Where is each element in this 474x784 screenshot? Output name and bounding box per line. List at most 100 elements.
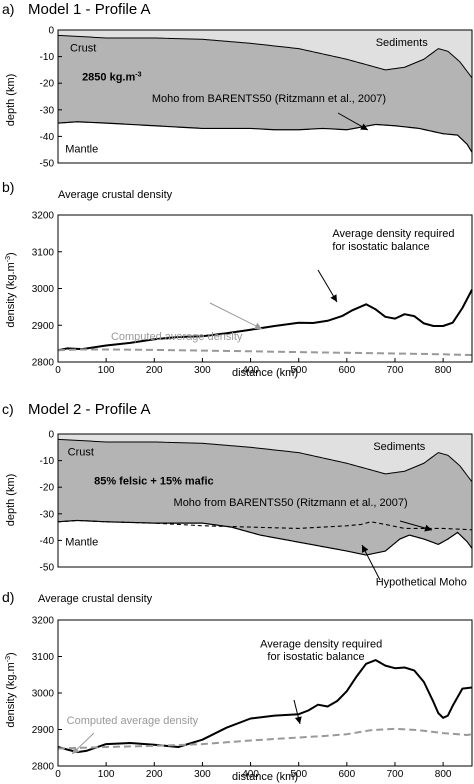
x-tick-label-d-2: 200 <box>146 769 163 780</box>
y-axis-label-b: density (kg.m-3) <box>5 252 17 327</box>
y-tick-label-c-3: -30 <box>40 509 55 520</box>
arrowhead-d-1 <box>72 746 80 754</box>
x-tick-label-d-4: 400 <box>242 769 259 780</box>
y-axis-label-a: depth (km) <box>5 74 17 127</box>
panel-d-density: d) Average crustal density density (kg.m… <box>2 589 473 783</box>
y-tick-label-a-2: -20 <box>40 79 55 90</box>
arrowhead-c-1 <box>362 545 369 553</box>
x-tick-label-b-0: 0 <box>55 365 61 376</box>
panel-title-b: Average crustal density <box>58 189 173 201</box>
y-label-sup-b: -3 <box>5 256 12 262</box>
y-tick-label-c-0: 0 <box>48 430 54 441</box>
plot-frame-a <box>57 29 473 164</box>
moho-reference-line <box>57 519 473 531</box>
panel-title-c: Model 2 - Profile A <box>28 401 151 418</box>
x-tick-label-b-6: 600 <box>338 365 355 376</box>
annotation-a-0: Sediments <box>376 37 428 49</box>
annotation-d-1: for isostatic balance <box>267 651 364 663</box>
y-axis-label-c: depth (km) <box>5 474 17 527</box>
x-tick-label-b-7: 700 <box>387 365 404 376</box>
annotation-c-2: 85% felsic + 15% mafic <box>94 476 214 488</box>
plot-frame-d <box>57 619 473 767</box>
x-tick-label-d-5: 500 <box>290 769 307 780</box>
panel-label-d: d) <box>2 589 14 605</box>
y-label-main-b: density (kg.m <box>5 262 17 327</box>
annotation-b-1: for isostatic balance <box>332 241 429 253</box>
moho-line <box>57 519 473 556</box>
x-tick-label-b-5: 500 <box>290 365 307 376</box>
panel-title-d: Average crustal density <box>38 593 153 605</box>
annotation-b-0: Average density required <box>332 228 454 240</box>
y-tick-label-c-2: -20 <box>40 483 55 494</box>
x-tick-label-d-6: 600 <box>338 769 355 780</box>
y-tick-label-a-3: -30 <box>40 105 55 116</box>
annotation-d-0: Average density required <box>260 638 382 650</box>
y-tick-label-c-4: -40 <box>40 536 55 547</box>
plot-area-a: Sediments Crust 2850 kg.m-3 Moho from BAREN… <box>40 26 473 170</box>
plot-frame-c <box>57 433 473 568</box>
annotation-c-1: Crust <box>68 446 94 458</box>
plot-area-c: Sediments Crust 85% felsic + 15% mafic Moho… <box>40 430 473 589</box>
y-tick-label-c-5: -50 <box>40 563 55 574</box>
annotation-a-1: Crust <box>70 42 96 54</box>
y-label-close-d: ) <box>5 652 17 656</box>
y-label-sup-d: -3 <box>5 656 12 662</box>
x-tick-label-b-8: 800 <box>435 365 452 376</box>
layer-crust <box>58 35 472 153</box>
basement-line <box>57 34 473 79</box>
annotation-c-5: Hypothetical Moho <box>376 577 467 589</box>
arrowhead-b-1 <box>254 322 262 329</box>
arrowhead-b-0 <box>330 294 337 302</box>
panel-label-b: b) <box>2 179 14 195</box>
annotation-c-4: Mantle <box>65 537 98 549</box>
annotation-a-2: 2850 kg.m-3 <box>82 72 142 84</box>
y-axis-label-d: density (kg.m-3) <box>5 652 17 727</box>
y-tick-label-b-2: 3000 <box>32 284 55 295</box>
x-tick-label-b-1: 100 <box>98 365 115 376</box>
layer-sediments <box>58 434 472 482</box>
x-tick-label-b-4: 400 <box>242 365 259 376</box>
layer-crust <box>58 439 472 556</box>
series-required-b <box>57 289 473 352</box>
arrowhead-a-0 <box>360 123 368 130</box>
panel-a-model1-profile: a) Model 1 - Profile A depth (km) Sedime… <box>2 1 473 170</box>
y-tick-label-d-1: 2900 <box>32 725 55 736</box>
arrow-b-1 <box>209 302 263 330</box>
x-tick-label-b-2: 200 <box>146 365 163 376</box>
panel-label-a: a) <box>2 1 14 17</box>
annotation-a-4: Mantle <box>65 143 98 155</box>
panel-label-c: c) <box>2 401 14 417</box>
y-tick-label-a-5: -50 <box>40 159 55 170</box>
arrowhead-c-0 <box>424 524 432 532</box>
x-tick-label-d-1: 100 <box>98 769 115 780</box>
x-tick-label-b-3: 300 <box>194 365 211 376</box>
y-tick-label-c-1: -10 <box>40 456 55 467</box>
moho-line <box>57 121 473 153</box>
y-tick-label-a-4: -40 <box>40 132 55 143</box>
series-required-d <box>57 659 473 754</box>
x-tick-label-d-8: 800 <box>435 769 452 780</box>
x-axis-label-b: distance (km) <box>232 367 298 379</box>
annotation-d-2: Computed average density <box>67 715 199 727</box>
annotation-c-3: Moho from BARENTS50 (Ritzmann et al., 20… <box>174 497 408 509</box>
x-tick-label-d-0: 0 <box>55 769 61 780</box>
x-tick-label-d-7: 700 <box>387 769 404 780</box>
y-tick-label-b-1: 2900 <box>32 321 55 332</box>
y-label-close-b: ) <box>5 252 17 256</box>
y-tick-label-d-2: 3000 <box>32 689 55 700</box>
panel-b-density: b) Average crustal density density (kg.m… <box>2 179 473 379</box>
x-tick-label-d-3: 300 <box>194 769 211 780</box>
y-label-main-d: density (kg.m <box>5 662 17 727</box>
x-axis-label-d: distance (km) <box>232 771 298 783</box>
plot-frame-b <box>57 214 473 363</box>
y-tick-label-d-0: 2800 <box>32 762 55 773</box>
basement-line <box>57 438 473 483</box>
panel-title-a: Model 1 - Profile A <box>28 1 151 18</box>
annotation-a-3: Moho from BARENTS50 (Ritzmann et al., 20… <box>152 93 386 105</box>
layer-sediments <box>58 30 472 78</box>
y-tick-label-d-4: 3200 <box>32 616 55 627</box>
y-tick-label-d-3: 3100 <box>32 652 55 663</box>
